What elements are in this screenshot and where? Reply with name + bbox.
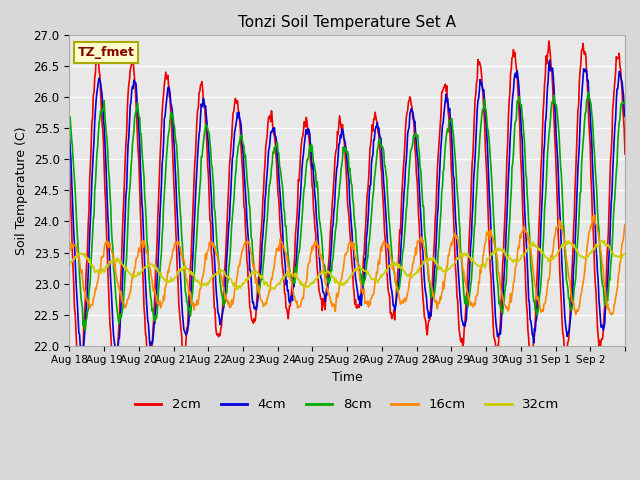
8cm xyxy=(65,113,73,119)
Line: 32cm: 32cm xyxy=(69,241,625,289)
2cm xyxy=(621,151,629,157)
8cm xyxy=(261,242,269,248)
Title: Tonzi Soil Temperature Set A: Tonzi Soil Temperature Set A xyxy=(238,15,456,30)
32cm xyxy=(282,271,290,277)
32cm xyxy=(131,273,138,278)
8cm xyxy=(621,98,629,104)
Legend: 2cm, 4cm, 8cm, 16cm, 32cm: 2cm, 4cm, 8cm, 16cm, 32cm xyxy=(130,393,564,417)
2cm xyxy=(436,120,444,125)
32cm xyxy=(233,283,241,288)
Text: TZ_fmet: TZ_fmet xyxy=(77,46,134,59)
4cm xyxy=(234,110,241,116)
4cm xyxy=(131,80,139,85)
2cm xyxy=(261,161,269,167)
4cm xyxy=(282,282,290,288)
2cm xyxy=(131,86,139,92)
8cm xyxy=(282,223,290,228)
16cm xyxy=(621,222,629,228)
Line: 8cm: 8cm xyxy=(69,92,625,330)
2cm xyxy=(405,98,413,104)
Line: 16cm: 16cm xyxy=(69,215,625,315)
4cm xyxy=(261,197,269,203)
32cm xyxy=(621,251,629,257)
2cm xyxy=(545,38,553,44)
X-axis label: Time: Time xyxy=(332,371,363,384)
32cm xyxy=(65,262,73,268)
32cm xyxy=(436,266,444,272)
8cm xyxy=(405,167,413,172)
16cm xyxy=(65,248,73,254)
16cm xyxy=(591,212,598,218)
2cm xyxy=(282,305,290,311)
4cm xyxy=(65,130,73,136)
4cm xyxy=(405,125,413,131)
32cm xyxy=(598,238,605,244)
16cm xyxy=(233,275,241,281)
4cm xyxy=(546,57,554,63)
4cm xyxy=(78,352,86,358)
2cm xyxy=(234,98,241,104)
Line: 2cm: 2cm xyxy=(69,41,625,375)
8cm xyxy=(131,111,139,117)
32cm xyxy=(260,282,268,288)
Line: 4cm: 4cm xyxy=(69,60,625,355)
8cm xyxy=(584,89,592,95)
16cm xyxy=(131,265,138,271)
16cm xyxy=(404,288,412,293)
16cm xyxy=(282,249,289,255)
8cm xyxy=(81,327,89,333)
2cm xyxy=(109,372,117,378)
16cm xyxy=(607,312,615,318)
2cm xyxy=(65,159,73,165)
4cm xyxy=(621,114,629,120)
32cm xyxy=(270,287,278,292)
8cm xyxy=(234,151,241,157)
32cm xyxy=(405,272,413,277)
16cm xyxy=(260,301,268,307)
8cm xyxy=(436,217,444,223)
4cm xyxy=(436,156,444,161)
16cm xyxy=(436,300,444,306)
Y-axis label: Soil Temperature (C): Soil Temperature (C) xyxy=(15,126,28,255)
